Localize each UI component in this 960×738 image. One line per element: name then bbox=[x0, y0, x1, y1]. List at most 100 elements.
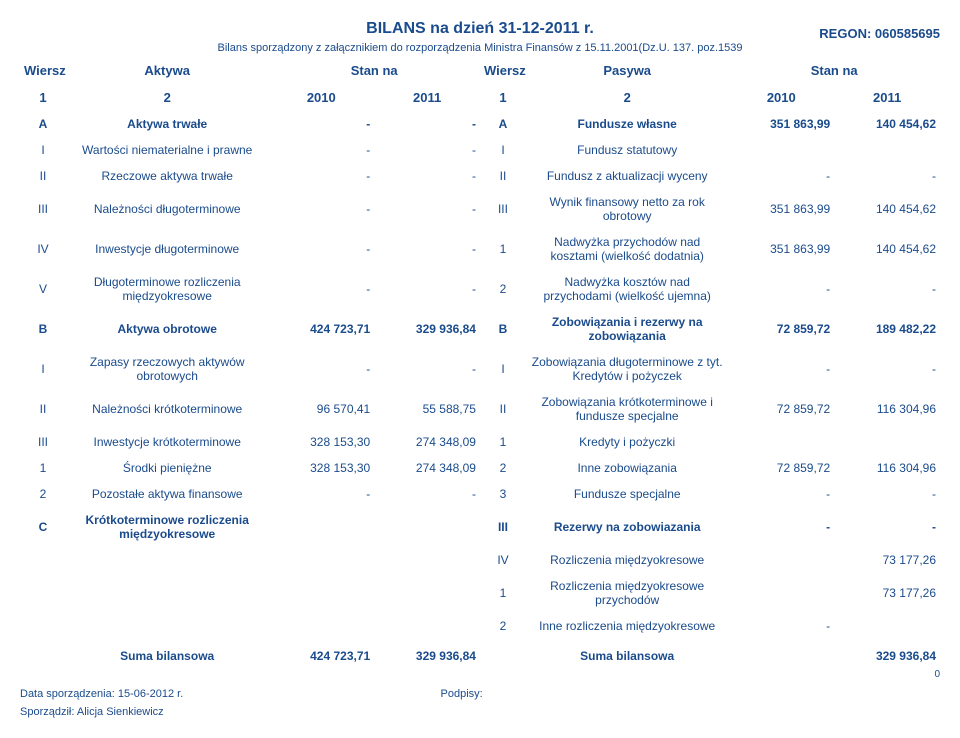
cell-val-b2: 140 454,62 bbox=[834, 189, 940, 229]
table-row: IZapasy rzeczowych aktywów obrotowych--I… bbox=[20, 349, 940, 389]
cell-val-b1: 72 859,72 bbox=[728, 455, 834, 481]
cell-label-a: Krótkoterminowe rozliczenia międzyokreso… bbox=[66, 507, 268, 547]
suma-wa: 329 936,84 bbox=[374, 639, 480, 669]
cell-val-b1 bbox=[728, 547, 834, 573]
cell-label-a: Inwestycje krótkoterminowe bbox=[66, 429, 268, 455]
cell-code-a: 2 bbox=[20, 481, 66, 507]
footer-sporz: Sporządził: Alicja Sienkiewicz bbox=[20, 706, 940, 718]
cell-val-b2 bbox=[834, 613, 940, 639]
cell-val-b2 bbox=[834, 137, 940, 163]
cell-code-b: 3 bbox=[480, 481, 526, 507]
cell-val-a2: - bbox=[374, 349, 480, 389]
cell-code-a: 1 bbox=[20, 455, 66, 481]
cell-val-b2: - bbox=[834, 163, 940, 189]
cell-code-b: I bbox=[480, 349, 526, 389]
cell-code-a bbox=[20, 547, 66, 573]
th-c2a: 2 bbox=[66, 84, 268, 111]
suma-label-a: Suma bilansowa bbox=[66, 639, 268, 669]
th-2010a: 2010 bbox=[268, 84, 374, 111]
cell-val-b1 bbox=[728, 573, 834, 613]
cell-val-b2: - bbox=[834, 481, 940, 507]
table-row: IIRzeczowe aktywa trwałe--IIFundusz z ak… bbox=[20, 163, 940, 189]
cell-code-b: 2 bbox=[480, 269, 526, 309]
cell-label-b: Wynik finansowy netto za rok obrotowy bbox=[526, 189, 728, 229]
cell-label-a: Aktywa trwałe bbox=[66, 111, 268, 137]
cell-val-a1 bbox=[268, 507, 374, 547]
cell-label-b: Zobowiązania długoterminowe z tyt. Kredy… bbox=[526, 349, 728, 389]
cell-label-b: Inne zobowiązania bbox=[526, 455, 728, 481]
th-stan-b: Stan na bbox=[728, 57, 940, 84]
cell-code-b: III bbox=[480, 507, 526, 547]
regon-label: REGON: bbox=[819, 26, 871, 41]
cell-val-b1: - bbox=[728, 349, 834, 389]
cell-val-a2 bbox=[374, 547, 480, 573]
cell-val-a2: - bbox=[374, 481, 480, 507]
cell-code-b: I bbox=[480, 137, 526, 163]
cell-val-a2: - bbox=[374, 137, 480, 163]
cell-code-a: C bbox=[20, 507, 66, 547]
cell-val-a1 bbox=[268, 613, 374, 639]
cell-val-a2: - bbox=[374, 111, 480, 137]
balance-table: Wiersz Aktywa Stan na Wiersz Pasywa Stan… bbox=[20, 57, 940, 669]
cell-code-a bbox=[20, 573, 66, 613]
cell-val-b2: 140 454,62 bbox=[834, 229, 940, 269]
cell-code-b: 1 bbox=[480, 573, 526, 613]
cell-val-b1 bbox=[728, 137, 834, 163]
cell-code-a: I bbox=[20, 349, 66, 389]
cell-val-a1: - bbox=[268, 269, 374, 309]
table-row: CKrótkoterminowe rozliczenia międzyokres… bbox=[20, 507, 940, 547]
cell-label-b: Fundusz z aktualizacji wyceny bbox=[526, 163, 728, 189]
cell-code-a: III bbox=[20, 429, 66, 455]
cell-label-a: Zapasy rzeczowych aktywów obrotowych bbox=[66, 349, 268, 389]
cell-label-a: Należności krótkoterminowe bbox=[66, 389, 268, 429]
table-row: IINależności krótkoterminowe96 570,4155 … bbox=[20, 389, 940, 429]
cell-val-a2 bbox=[374, 613, 480, 639]
cell-label-b: Rezerwy na zobowiazania bbox=[526, 507, 728, 547]
cell-val-a1: 424 723,71 bbox=[268, 309, 374, 349]
cell-code-a: III bbox=[20, 189, 66, 229]
cell-val-b2: 140 454,62 bbox=[834, 111, 940, 137]
suma-label-b: Suma bilansowa bbox=[526, 639, 728, 669]
cell-code-a: I bbox=[20, 137, 66, 163]
cell-val-a2: - bbox=[374, 269, 480, 309]
cell-label-b: Rozliczenia międzyokresowe bbox=[526, 547, 728, 573]
cell-val-a2: 329 936,84 bbox=[374, 309, 480, 349]
th-c1a: 1 bbox=[20, 84, 66, 111]
cell-label-b: Nadwyżka kosztów nad przychodami (wielko… bbox=[526, 269, 728, 309]
cell-code-a bbox=[20, 613, 66, 639]
cell-val-a2: 55 588,75 bbox=[374, 389, 480, 429]
table-row: IVInwestycje długoterminowe--1Nadwyżka p… bbox=[20, 229, 940, 269]
cell-val-b1: - bbox=[728, 269, 834, 309]
cell-val-a1: - bbox=[268, 229, 374, 269]
cell-val-b2: 116 304,96 bbox=[834, 389, 940, 429]
cell-code-b: II bbox=[480, 163, 526, 189]
suma-row: Suma bilansowa 424 723,71 329 936,84 Sum… bbox=[20, 639, 940, 669]
cell-val-a2: 274 348,09 bbox=[374, 429, 480, 455]
cell-code-b: B bbox=[480, 309, 526, 349]
cell-val-b1: 351 863,99 bbox=[728, 229, 834, 269]
th-2011a: 2011 bbox=[374, 84, 480, 111]
cell-label-b: Fundusze specjalne bbox=[526, 481, 728, 507]
cell-val-b1: 351 863,99 bbox=[728, 189, 834, 229]
table-row: 1Środki pieniężne328 153,30274 348,092In… bbox=[20, 455, 940, 481]
suma-va: 424 723,71 bbox=[268, 639, 374, 669]
cell-code-b: 1 bbox=[480, 429, 526, 455]
cell-val-a1 bbox=[268, 573, 374, 613]
cell-val-b1: - bbox=[728, 613, 834, 639]
cell-label-a: Aktywa obrotowe bbox=[66, 309, 268, 349]
cell-val-a1: 328 153,30 bbox=[268, 429, 374, 455]
cell-val-b2: 73 177,26 bbox=[834, 573, 940, 613]
table-row: VDługoterminowe rozliczenia międzyokreso… bbox=[20, 269, 940, 309]
cell-val-a1: 96 570,41 bbox=[268, 389, 374, 429]
cell-val-b1: 72 859,72 bbox=[728, 389, 834, 429]
th-wiersz-a: Wiersz bbox=[20, 57, 66, 84]
cell-val-a1 bbox=[268, 547, 374, 573]
table-row: IIIInwestycje krótkoterminowe328 153,302… bbox=[20, 429, 940, 455]
cell-label-a bbox=[66, 547, 268, 573]
footer-date: Data sporządzenia: 15-06-2012 r. bbox=[20, 688, 183, 700]
footer-zero: 0 bbox=[20, 669, 940, 680]
cell-label-a: Środki pieniężne bbox=[66, 455, 268, 481]
footer: Data sporządzenia: 15-06-2012 r. Podpisy… bbox=[20, 688, 940, 718]
cell-label-b: Kredyty i pożyczki bbox=[526, 429, 728, 455]
cell-val-b2: - bbox=[834, 269, 940, 309]
